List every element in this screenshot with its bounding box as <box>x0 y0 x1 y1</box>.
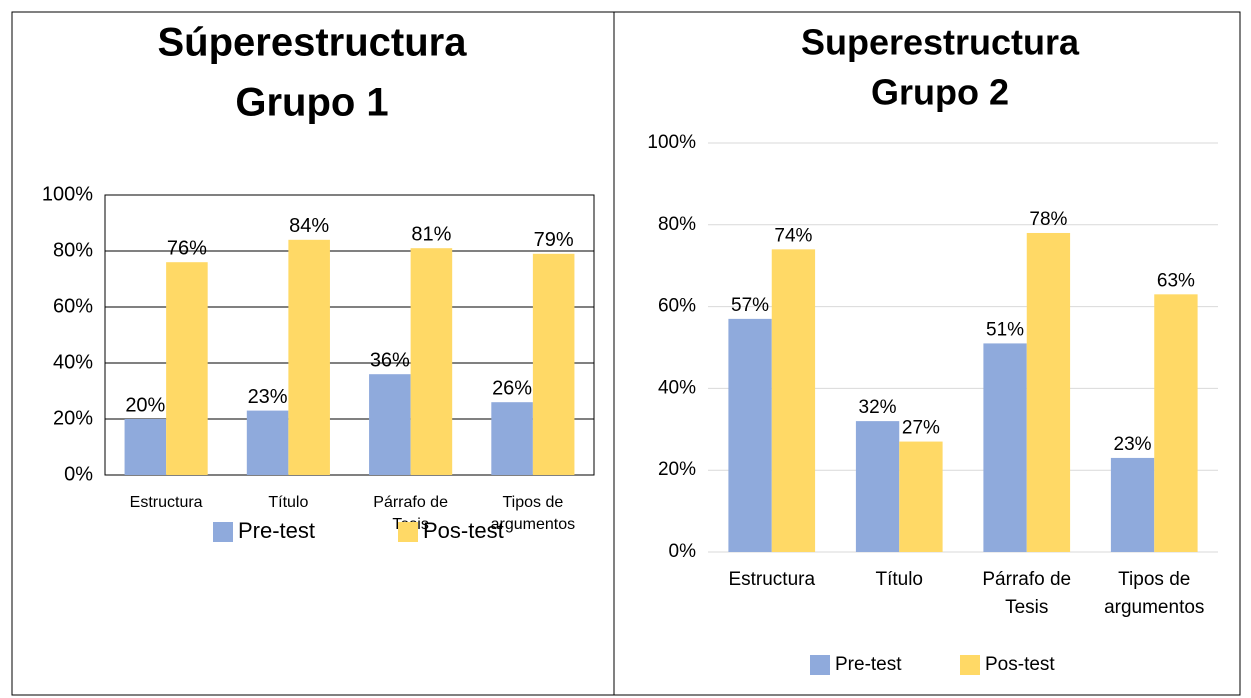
data-label: 36% <box>370 349 410 371</box>
y-tick-label: 0% <box>669 541 697 562</box>
legend-label: Pos-test <box>985 654 1055 675</box>
chart-title: Grupo 1 <box>235 81 388 125</box>
x-tick-label: Párrafo de <box>373 494 448 511</box>
bar <box>1110 457 1155 552</box>
data-label: 23% <box>1114 434 1152 455</box>
x-tick-label: Título <box>875 569 923 590</box>
y-tick-label: 40% <box>658 377 696 398</box>
y-tick-label: 20% <box>53 407 93 429</box>
frame <box>11 11 1241 696</box>
data-label: 27% <box>902 418 940 439</box>
y-tick-label: 20% <box>658 459 696 480</box>
bar <box>246 410 289 475</box>
legend-label: Pre-test <box>238 518 315 543</box>
chart-title: Grupo 2 <box>871 72 1009 113</box>
x-tick-label: Estructura <box>130 494 203 511</box>
plot-frame <box>104 194 595 476</box>
data-label: 74% <box>774 225 812 246</box>
x-tick-label: Párrafo de <box>982 569 1071 590</box>
bar <box>166 262 208 475</box>
data-label: 84% <box>289 215 329 237</box>
y-tick-label: 0% <box>64 463 93 485</box>
x-tick-label: Tesis <box>1005 597 1048 618</box>
y-tick-label: 100% <box>42 183 93 205</box>
y-tick-label: 80% <box>53 239 93 261</box>
chart-title: Superestructura <box>801 22 1080 63</box>
bar <box>124 419 167 475</box>
legend-label: Pre-test <box>835 654 902 675</box>
y-tick-label: 40% <box>53 351 93 373</box>
data-label: 78% <box>1029 209 1067 230</box>
y-tick-label: 80% <box>658 214 696 235</box>
data-label: 26% <box>492 377 532 399</box>
chart-title: Súperestructura <box>158 21 468 65</box>
data-label: 81% <box>411 223 451 245</box>
x-tick-label: argumentos <box>491 516 576 533</box>
legend-swatch <box>810 655 830 675</box>
x-tick-label: Título <box>268 494 308 511</box>
data-label: 57% <box>731 295 769 316</box>
y-tick-label: 60% <box>658 296 696 317</box>
legend-swatch <box>398 522 418 542</box>
data-label: 79% <box>534 229 574 251</box>
bar <box>855 421 900 552</box>
data-label: 51% <box>986 319 1024 340</box>
data-label: 76% <box>167 237 207 259</box>
bar <box>532 253 575 475</box>
y-tick-label: 60% <box>53 295 93 317</box>
data-label: 63% <box>1157 270 1195 291</box>
bar <box>728 318 772 552</box>
bar <box>1026 232 1071 553</box>
data-label: 32% <box>859 397 897 418</box>
bar <box>369 374 411 475</box>
data-label: 23% <box>248 386 288 408</box>
x-tick-label: Tipos de <box>502 494 563 511</box>
bar <box>771 249 816 552</box>
bar <box>899 441 943 552</box>
x-tick-label: Estructura <box>728 569 815 590</box>
bar <box>1154 294 1198 552</box>
bar <box>288 239 330 475</box>
legend-swatch <box>213 522 233 542</box>
bar <box>983 343 1027 552</box>
x-tick-label: Tipos de <box>1118 569 1190 590</box>
y-tick-label: 100% <box>647 132 696 153</box>
legend-label: Pos-test <box>423 518 504 543</box>
bar <box>491 402 533 475</box>
x-tick-label: argumentos <box>1104 597 1204 618</box>
legend-swatch <box>960 655 980 675</box>
data-label: 20% <box>125 394 165 416</box>
bar <box>410 248 453 475</box>
